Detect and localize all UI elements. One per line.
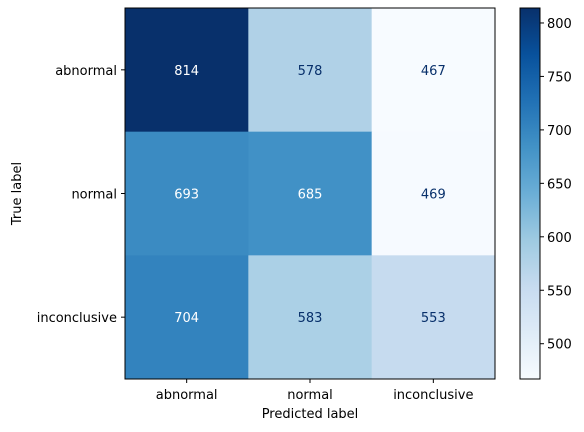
x-tick-label: abnormal [156, 388, 218, 403]
x-axis-label: Predicted label [262, 407, 359, 422]
cell-value-label: 469 [421, 188, 446, 203]
x-tick-label: inconclusive [393, 388, 473, 403]
heatmap-cell [371, 255, 496, 380]
heatmap-cell [371, 8, 496, 133]
x-axis-ticks: abnormal normal inconclusive [156, 379, 473, 403]
colorbar-tick-label: 550 [547, 284, 572, 299]
cell-value-label: 578 [298, 64, 323, 79]
colorbar [519, 7, 541, 380]
y-tick-label: normal [71, 188, 117, 203]
heatmap-cell [125, 131, 249, 256]
y-axis-ticks: abnormal normal inconclusive [37, 64, 125, 326]
heatmap-cell [248, 255, 373, 380]
cell-value-label: 553 [421, 311, 446, 326]
heatmap-cells: 814 578 467 693 685 469 704 583 553 [125, 8, 496, 380]
colorbar-tick-label: 750 [547, 70, 572, 85]
colorbar-tick-label: 650 [547, 177, 572, 192]
colorbar-tick-label: 800 [547, 17, 572, 32]
cell-value-label: 704 [174, 311, 199, 326]
cell-value-label: 693 [174, 188, 199, 203]
heatmap-cell [248, 131, 373, 256]
heatmap-cell [371, 131, 496, 256]
colorbar-tick-label: 700 [547, 124, 572, 139]
heatmap-cell [125, 255, 249, 380]
y-tick-label: abnormal [55, 64, 117, 79]
colorbar-tick-label: 600 [547, 231, 572, 246]
y-tick-label: inconclusive [37, 311, 117, 326]
cell-value-label: 467 [421, 64, 446, 79]
y-axis-label: True label [10, 162, 25, 226]
x-tick-label: normal [287, 388, 333, 403]
heatmap-cell [125, 8, 249, 133]
heatmap-cell [248, 8, 373, 133]
cell-value-label: 814 [174, 64, 199, 79]
cell-value-label: 583 [298, 311, 323, 326]
colorbar-ticks: 500 550 600 650 700 750 800 [540, 17, 572, 353]
cell-value-label: 685 [298, 188, 323, 203]
colorbar-tick-label: 500 [547, 338, 572, 353]
